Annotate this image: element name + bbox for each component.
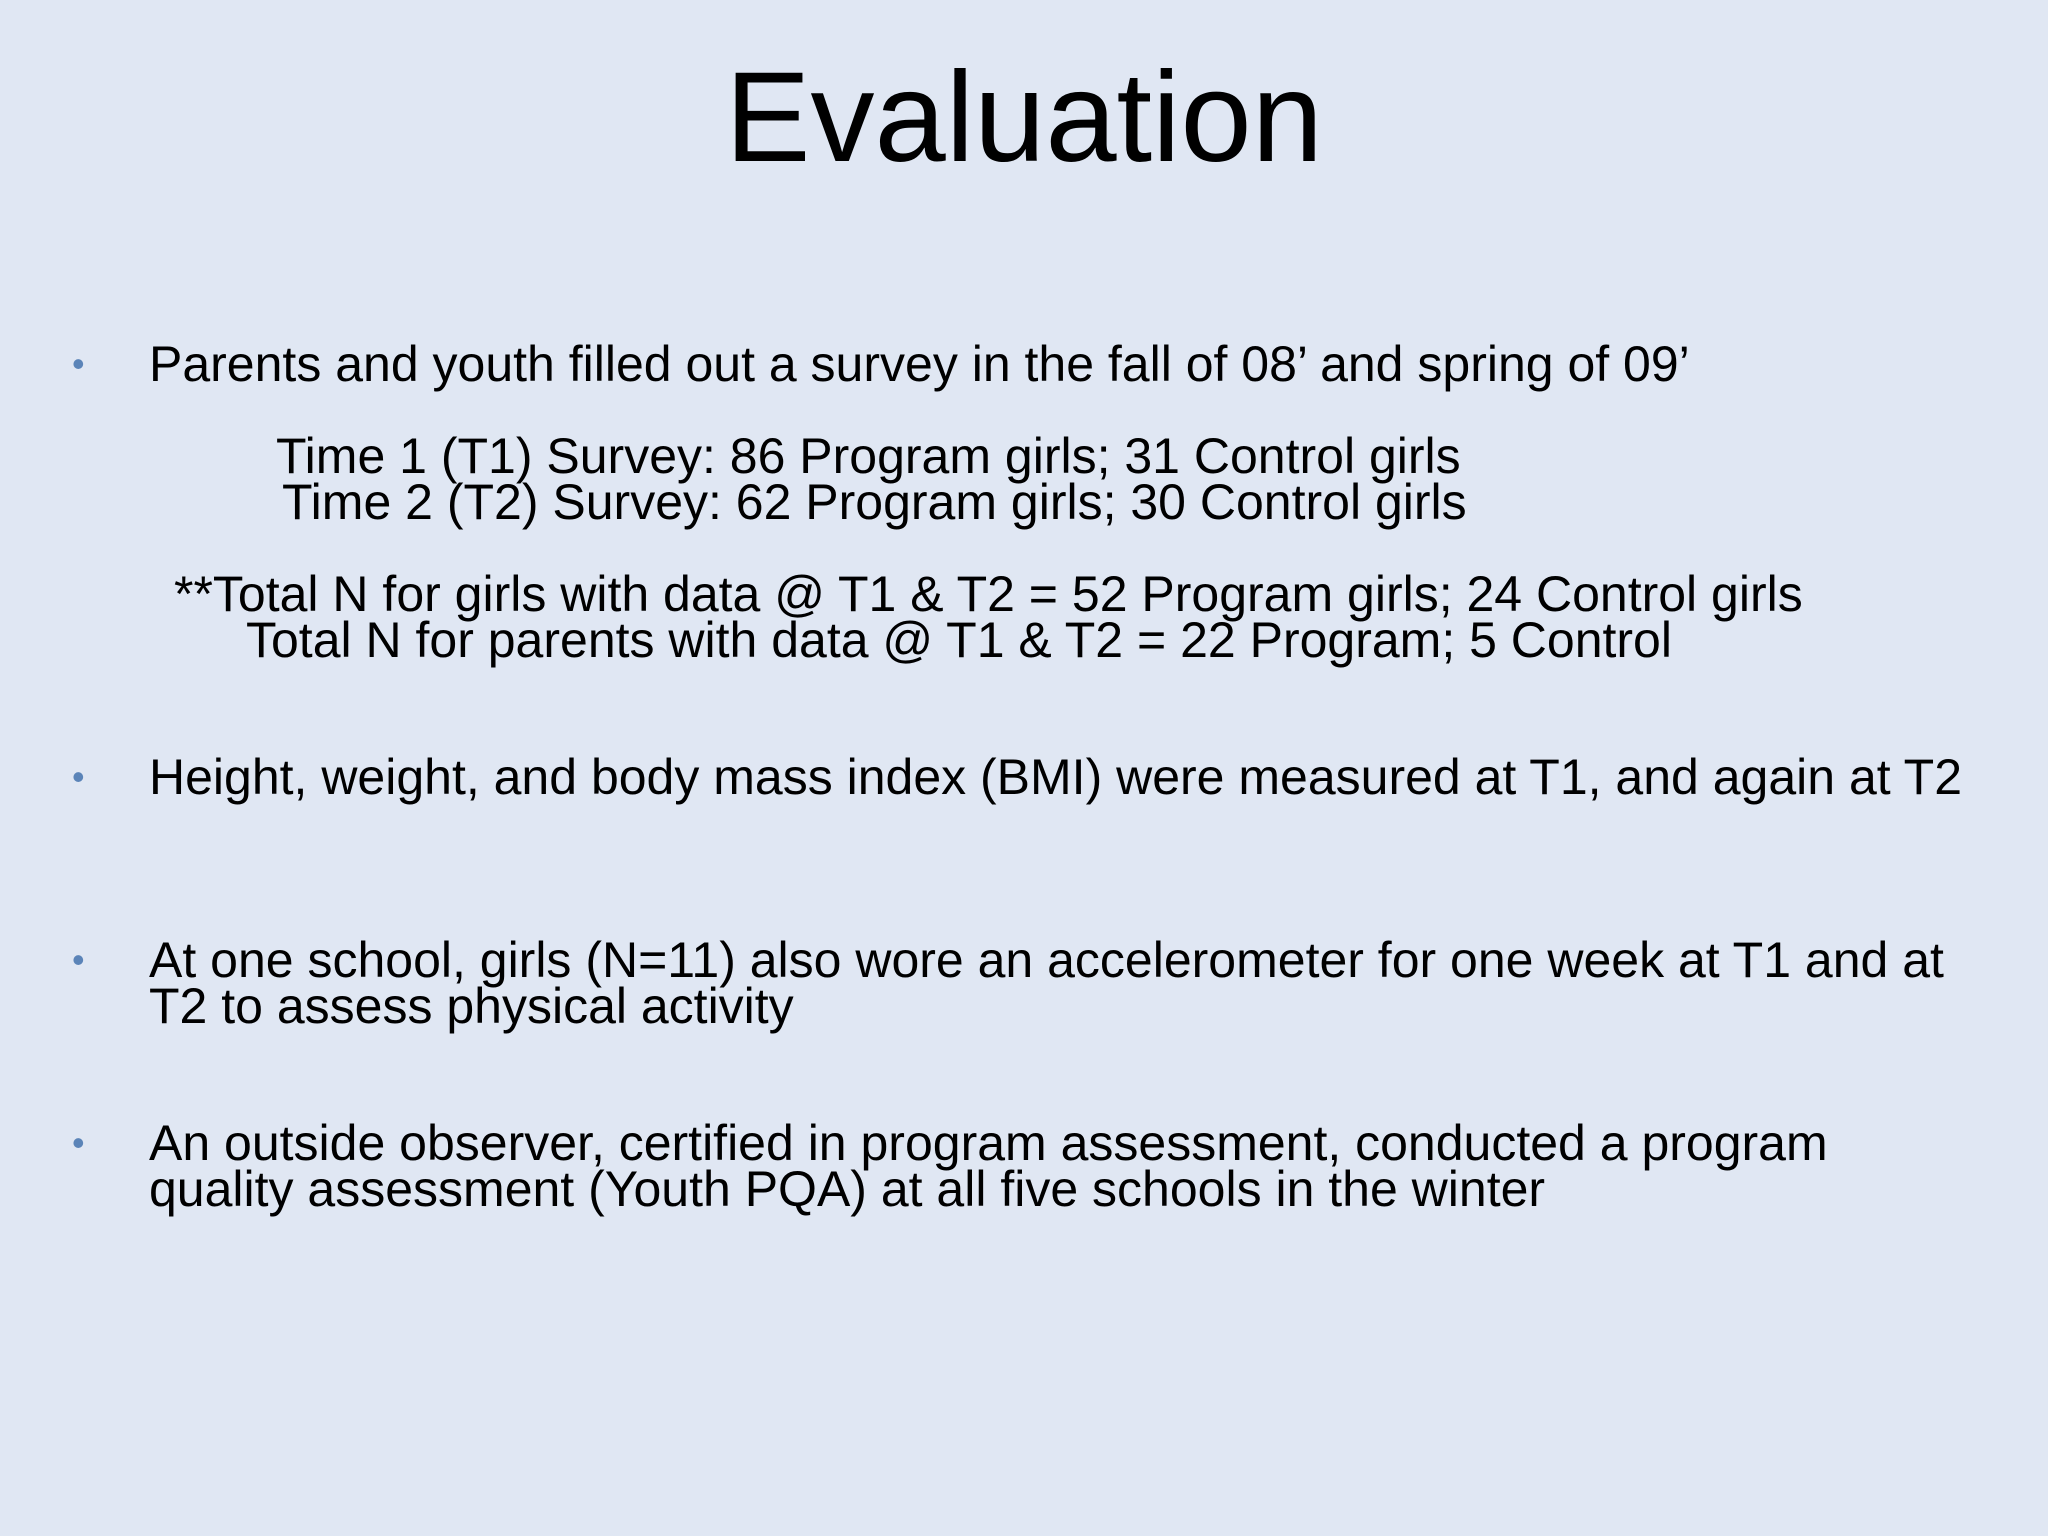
bullet-icon: • — [72, 756, 85, 797]
slide-title: Evaluation — [725, 46, 1323, 189]
bullet-text-measurements: Height, weight, and body mass index (BMI… — [149, 749, 1963, 805]
bullet-text-observer: An outside observer, certified in progra… — [149, 1115, 1828, 1217]
survey-detail-t2: Time 2 (T2) Survey: 62 Program girls; 30… — [282, 474, 1467, 530]
bullet-text-accelerometer: At one school, girls (N=11) also wore an… — [149, 932, 1944, 1034]
bullet-icon: • — [72, 343, 85, 384]
bullet-icon: • — [72, 939, 85, 980]
bullet-icon: • — [72, 1122, 85, 1163]
survey-detail-total-parents: Total N for parents with data @ T1 & T2 … — [246, 612, 1672, 668]
survey-detail-total-girls: **Total N for girls with data @ T1 & T2 … — [174, 566, 1803, 622]
survey-detail-t1: Time 1 (T1) Survey: 86 Program girls; 31… — [276, 428, 1461, 484]
bullet-text-survey: Parents and youth filled out a survey in… — [149, 336, 1690, 392]
